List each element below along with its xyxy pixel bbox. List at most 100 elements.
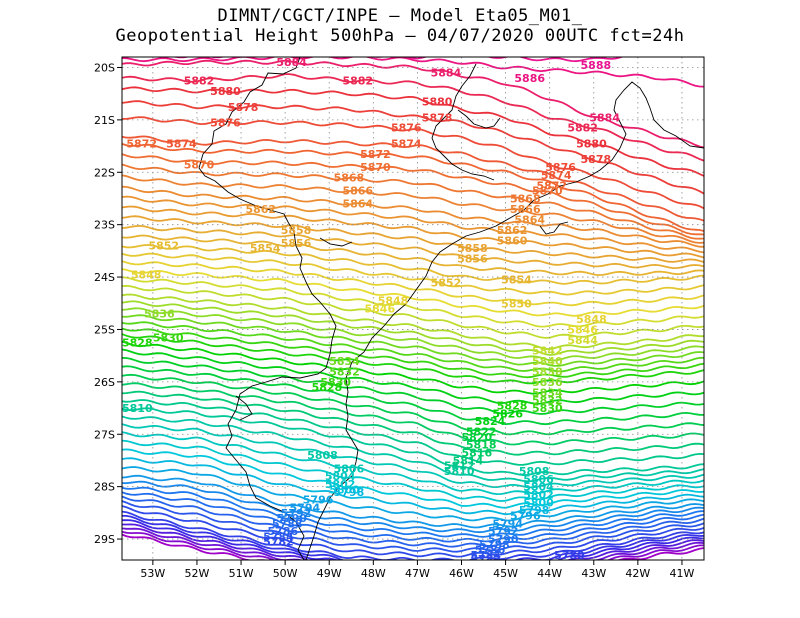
contour-label: 5848 [378,295,409,308]
x-tick-label: 51W [229,567,254,580]
contour-label: 5848 [576,313,607,326]
contour-label: 5792 [488,525,519,538]
contour-label: 5888 [581,59,612,72]
contour-label: 5844 [567,334,598,347]
x-tick-label: 53W [140,567,165,580]
coastline-path [319,237,353,247]
x-tick-label: 41W [670,567,695,580]
contour-label: 5876 [391,122,422,135]
contour-label: 5874 [166,137,197,150]
contour-label: 5812 [444,460,475,473]
contour-label: 5828 [312,381,343,394]
contour-line-5842 [122,284,704,339]
contour-label: 5856 [281,237,312,250]
contour-line-5818 [122,373,704,436]
plot-frame [121,56,705,561]
contour-line-5884 [122,59,704,149]
contour-label: 5836 [532,376,563,389]
contour-line-5864 [122,185,704,248]
contour-label: 5880 [210,85,241,98]
coastline-path [305,81,704,560]
contour-line-5834 [122,314,704,367]
contour-label: 5872 [536,179,567,192]
y-tick-label: 29S [94,533,115,546]
coastline [198,57,704,560]
contour-line-5862 [122,195,704,254]
contour-label: 5838 [532,365,563,378]
coastline-path [539,221,569,235]
contour-line-5804 [122,431,704,496]
contour-label: 5794 [290,502,321,515]
grid-lines [122,57,704,560]
contour-label: 5804 [325,470,356,483]
contour-label: 5790 [276,512,307,525]
contour-label: 5876 [210,116,241,129]
contour-line-5778 [122,514,704,560]
contour-label: 5792 [281,507,312,520]
contour-line-5786 [122,495,704,548]
x-tick-label: 42W [625,567,650,580]
contour-line-5838 [122,300,704,356]
y-tick-label: 22S [94,166,115,179]
contour-label: 5834 [329,355,360,368]
contour-label: 5872 [360,148,391,161]
contour-label: 5870 [184,158,215,171]
x-tick-label: 52W [185,567,210,580]
contour-label: 5790 [488,533,519,546]
contour-label: 5798 [519,504,550,517]
contour-label: 5882 [184,75,215,88]
contour-line-5814 [122,390,704,456]
contour-label: 5846 [365,303,396,316]
contour-label: 5786 [475,544,506,557]
contour-label: 5854 [250,242,281,255]
contour-label: 5882 [342,75,373,88]
contour-line-5782 [122,505,704,558]
contour-label: 5864 [342,198,373,211]
contour-line-5856 [122,224,704,270]
contour-label: 5848 [131,268,162,281]
contour-label: 5856 [457,253,488,266]
contour-label: 5850 [501,297,532,310]
contour-label: 5878 [228,101,259,114]
contour-label: 5806 [523,473,554,486]
contour-line-5784 [122,500,704,553]
contour-label: 5832 [329,365,360,378]
contour-label: 5832 [532,394,563,407]
contour-line-5852 [122,244,704,285]
x-tick-label: 50W [273,567,298,580]
coastline-path [198,57,337,560]
contour-line-5860 [122,205,704,259]
contour-line-5792 [122,480,704,534]
contour-line-5776 [122,519,704,560]
contour-label: 5842 [532,344,563,357]
contour-label: 5868 [510,192,541,205]
contour-line-5872 [122,142,704,232]
contour-label: 5802 [325,478,356,491]
contour-line-5836 [122,307,704,362]
axes: 53W 52W 51W 50W 49W 48W 47W 46W 45W 44W 43W 42W 41W 2… [94,61,694,580]
contour-label: 5886 [514,72,545,85]
x-tick-label: 48W [361,567,386,580]
contour-label: 5800 [523,496,554,509]
contour-line-5830 [122,327,704,379]
contour-line-5888 [172,57,625,63]
contour-line-5828 [122,333,704,385]
contour-line-5844 [122,276,704,328]
contour-label: 5868 [334,172,365,185]
y-tick-label: 20S [94,61,115,74]
contour-label: 5880 [422,96,453,109]
y-tick-label: 27S [94,428,115,441]
contour-label: 5878 [581,153,612,166]
contour-label: 5870 [360,161,391,174]
contour-line-5858 [122,215,704,264]
contour-label: 5796 [303,494,334,507]
x-tick-label: 47W [405,567,430,580]
contour-label: 5874 [541,169,572,182]
contour-label: 5780 [554,549,585,562]
contour-label: 5858 [457,242,488,255]
contour-label: 5804 [523,481,554,494]
contour-line-5768 [122,533,704,560]
